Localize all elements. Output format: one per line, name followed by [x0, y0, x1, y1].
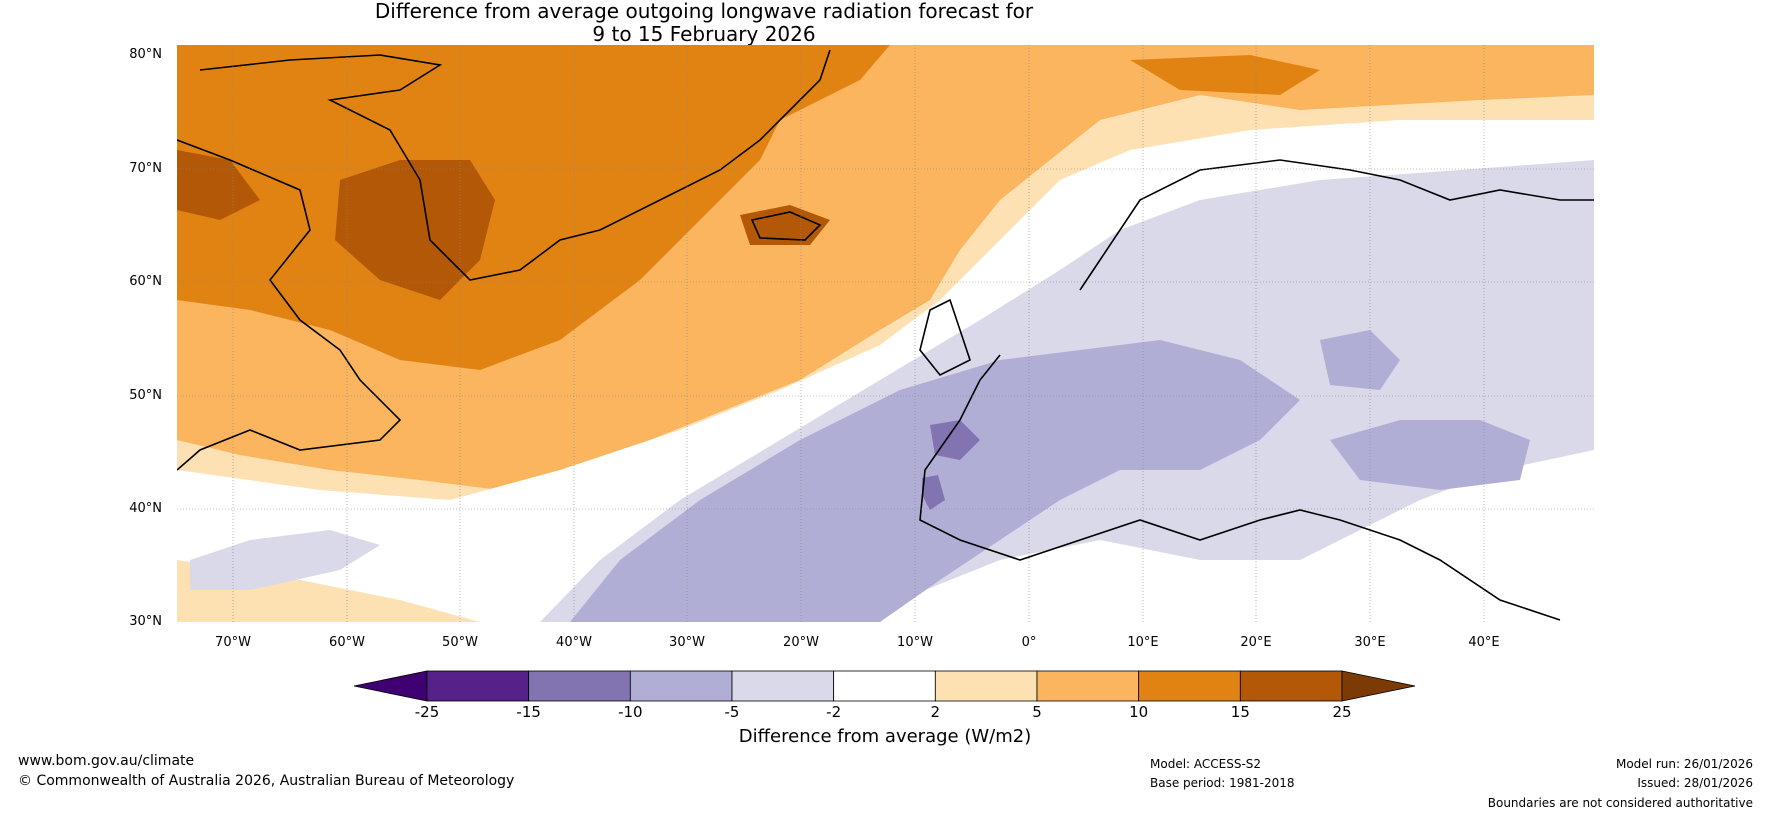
coastline-labrador [177, 139, 402, 471]
colorbar-bin [833, 670, 936, 702]
latitude-label: 30°N [129, 614, 162, 629]
longitude-label: 50°W [442, 635, 478, 650]
latitude-label: 50°N [129, 388, 162, 403]
coastline-greenland [199, 49, 831, 281]
colorbar-bin [731, 670, 835, 702]
coastline-iceland [750, 211, 822, 241]
longitude-label: 10°W [897, 635, 933, 650]
colorbar-tick-label: -15 [516, 703, 541, 721]
longitude-label: 70°W [215, 635, 251, 650]
colorbar-bin [528, 670, 631, 702]
coastline-europe [919, 354, 1561, 621]
anomaly-region-15-25-iceland [740, 205, 830, 245]
footer-url[interactable]: www.bom.gov.au/climate [18, 753, 195, 769]
footer-copyright: © Commonwealth of Australia 2026, Austra… [18, 773, 515, 789]
anomaly-region-minus5-minus10-east [1330, 420, 1530, 490]
colorbar-tick-label: -2 [826, 703, 842, 721]
colorbar-tick-label: 2 [930, 703, 941, 721]
longitude-label: 30°W [669, 635, 705, 650]
colorbar-tick-label: -5 [724, 703, 740, 721]
coastline-scandinavia [1079, 159, 1594, 291]
title-line-2: 9 to 15 February 2026 [592, 22, 816, 46]
latitude-label: 60°N [129, 274, 162, 289]
colorbar-tick-label: -25 [414, 703, 440, 721]
anomaly-region-minus5-minus10-russia [1320, 330, 1400, 390]
colorbar-tick-label: 5 [1032, 703, 1042, 721]
colorbar-label: Difference from average (W/m2) [738, 726, 1032, 747]
longitude-label: 0° [1021, 635, 1037, 650]
longitude-label: 30°E [1354, 635, 1386, 650]
longitude-label: 20°W [783, 635, 819, 650]
anomaly-region-minus10-minus15 [930, 420, 980, 460]
latitude-label: 40°N [129, 501, 162, 516]
latitude-label: 80°N [129, 47, 162, 62]
title-line-1: Difference from average outgoing longwav… [374, 0, 1034, 23]
longitude-label: 40°W [556, 635, 592, 650]
map-area [177, 45, 1594, 622]
chart-title: Difference from average outgoing longwav… [0, 0, 1408, 46]
colorbar-tick-label: 25 [1332, 703, 1352, 721]
longitude-label: 10°E [1127, 635, 1159, 650]
latitude-label: 70°N [129, 161, 162, 176]
anomaly-region-10-15 [177, 45, 890, 370]
colorbar-bin [426, 670, 530, 702]
footer-disclaimer: Boundaries are not considered authoritat… [1487, 796, 1753, 810]
colorbar-extend-high [1341, 670, 1416, 702]
longitude-label: 40°E [1468, 635, 1500, 650]
colorbar-tick-label: 10 [1129, 703, 1149, 721]
colorbar-tick-label: 15 [1230, 703, 1250, 721]
anomaly-region-minus2-minus5-subtropics [190, 530, 380, 590]
footer-model-run: Model run: 26/01/2026 [1615, 757, 1753, 771]
colorbar-extend-low [353, 670, 428, 702]
colorbar-bin [629, 670, 733, 702]
coastlines [177, 49, 1594, 621]
colorbar-bin [1138, 670, 1241, 702]
anomaly-region-minus10-minus15-iberia [922, 475, 945, 510]
colorbar-bin [1239, 670, 1343, 702]
colorbar [353, 670, 1416, 702]
longitude-label: 20°E [1240, 635, 1272, 650]
gridlines [177, 45, 1594, 622]
coastline-britain [919, 298, 971, 377]
colorbar-bin [1036, 670, 1140, 702]
longitude-label: 60°W [329, 635, 365, 650]
footer-issued: Issued: 28/01/2026 [1637, 776, 1753, 790]
colorbar-bin [934, 670, 1038, 702]
colorbar-tick-label: -10 [618, 703, 643, 721]
footer-base-period: Base period: 1981-2018 [1150, 776, 1295, 790]
anomaly-region-15-25-west [177, 150, 260, 220]
footer-model: Model: ACCESS-S2 [1150, 757, 1262, 771]
anomaly-region-10-15-svalbard [1130, 55, 1320, 95]
